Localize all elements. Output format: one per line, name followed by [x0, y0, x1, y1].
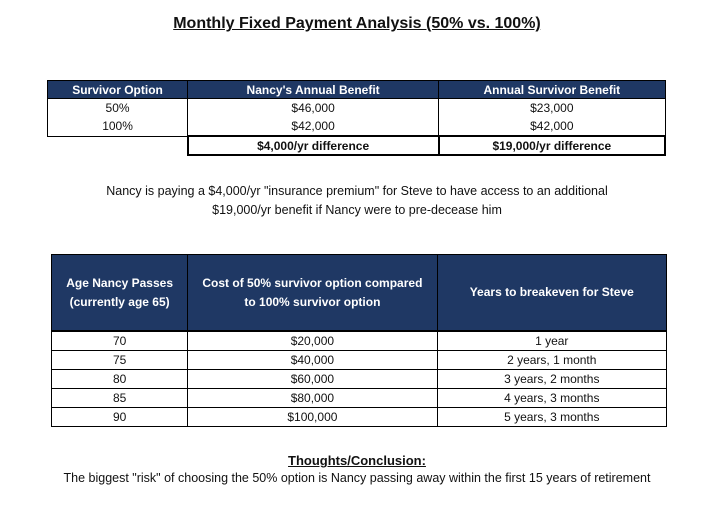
- table-cell: 80: [50, 369, 189, 389]
- table-cell: $40,000: [187, 350, 438, 370]
- table-cell: $80,000: [187, 388, 438, 408]
- header-nancy-annual-benefit: Nancy's Annual Benefit: [187, 80, 440, 99]
- header-line: (currently age 65): [69, 294, 170, 309]
- table-cell: $23,000: [438, 98, 666, 117]
- table-row: 70 $20,000 1 year: [50, 330, 668, 351]
- table-row: 90 $100,000 5 years, 3 months: [50, 407, 668, 427]
- note-line-2: $19,000/yr benefit if Nancy were to pre-…: [212, 203, 502, 217]
- table-row: 100% $42,000 $42,000: [46, 117, 666, 137]
- conclusion-text: The biggest "risk" of choosing the 50% o…: [63, 471, 651, 485]
- table-cell: 50%: [46, 98, 189, 117]
- table-cell: $20,000: [187, 330, 438, 351]
- table-cell: 85: [50, 388, 189, 408]
- table-cell: 100%: [46, 117, 189, 137]
- table-cell: $60,000: [187, 369, 438, 389]
- table-cell: $42,000: [438, 117, 666, 137]
- header-line: to 100% survivor option: [244, 294, 381, 309]
- insurance-premium-note: Nancy is paying a $4,000/yr "insurance p…: [0, 182, 714, 220]
- table-row: 75 $40,000 2 years, 1 month: [50, 350, 668, 370]
- conclusion-heading: Thoughts/Conclusion:: [288, 453, 426, 468]
- header-survivor-option: Survivor Option: [46, 80, 189, 99]
- empty-cell: [48, 136, 188, 155]
- table-row: 80 $60,000 3 years, 2 months: [50, 369, 668, 389]
- breakeven-table: Age Nancy Passes (currently age 65) Cost…: [50, 254, 668, 427]
- table-cell: 1 year: [436, 330, 668, 351]
- header-line: Age Nancy Passes: [66, 275, 173, 290]
- table-header-row: Age Nancy Passes (currently age 65) Cost…: [50, 254, 668, 332]
- table-cell: 70: [50, 330, 189, 351]
- table-cell: 90: [50, 407, 189, 427]
- header-annual-survivor-benefit: Annual Survivor Benefit: [438, 80, 666, 99]
- table-row: 85 $80,000 4 years, 3 months: [50, 388, 668, 408]
- table-cell: $100,000: [187, 407, 438, 427]
- table-cell: $42,000: [187, 117, 440, 137]
- table-cell: $46,000: [187, 98, 440, 117]
- note-line-1: Nancy is paying a $4,000/yr "insurance p…: [106, 184, 608, 198]
- table-cell: 2 years, 1 month: [436, 350, 668, 370]
- header-age-nancy-passes: Age Nancy Passes (currently age 65): [50, 254, 189, 332]
- table-cell: 75: [50, 350, 189, 370]
- survivor-difference: $19,000/yr difference: [437, 135, 667, 156]
- header-line: Cost of 50% survivor option compared: [202, 275, 423, 290]
- benefit-difference: $4,000/yr difference: [186, 135, 440, 156]
- table-row: 50% $46,000 $23,000: [46, 98, 666, 117]
- page-title: Monthly Fixed Payment Analysis (50% vs. …: [173, 15, 541, 32]
- table-cell: 4 years, 3 months: [436, 388, 668, 408]
- header-cost-of-option: Cost of 50% survivor option compared to …: [187, 254, 438, 332]
- table-cell: 3 years, 2 months: [436, 369, 668, 389]
- table-header-row: Survivor Option Nancy's Annual Benefit A…: [46, 80, 666, 99]
- table-cell: 5 years, 3 months: [436, 407, 668, 427]
- survivor-benefit-table: Survivor Option Nancy's Annual Benefit A…: [46, 80, 667, 156]
- difference-row: $4,000/yr difference $19,000/yr differen…: [48, 135, 667, 156]
- header-years-to-breakeven: Years to breakeven for Steve: [436, 254, 668, 332]
